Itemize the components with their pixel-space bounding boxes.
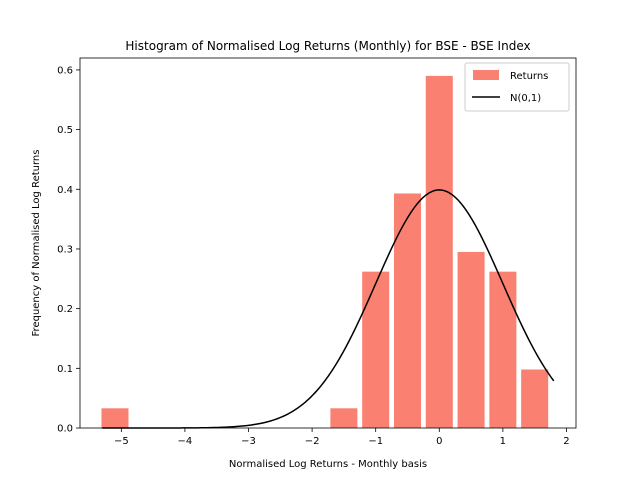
chart-title: Histogram of Normalised Log Returns (Mon… [125,39,530,53]
histogram-bar [330,408,358,428]
legend: Returns N(0,1) [464,62,570,112]
histogram-bar [457,251,485,428]
plot-frame [79,57,577,429]
y-tick-label: 0.1 [57,364,73,375]
x-tick-label: −5 [114,436,129,447]
x-tick-label: −3 [241,436,256,447]
x-tick-label: −1 [368,436,383,447]
histogram-bar [425,75,453,428]
x-tick-label: 2 [563,436,569,447]
x-axis-ticks: −5 −4 −3 −2 −1 0 1 2 [114,428,570,447]
x-axis-label: Normalised Log Returns - Monthly basis [229,459,427,470]
histogram-bar [101,408,129,428]
x-tick-label: 1 [500,436,506,447]
x-tick-label: 0 [436,436,442,447]
y-tick-label: 0.6 [57,65,73,76]
legend-swatch-returns [473,70,499,80]
y-tick-label: 0.4 [57,185,73,196]
histogram-bar [362,271,390,428]
y-tick-label: 0.2 [57,304,73,315]
y-axis-ticks: 0.0 0.1 0.2 0.3 0.4 0.5 0.6 [57,65,80,435]
y-tick-label: 0.5 [57,125,73,136]
histogram-bar [489,271,517,428]
histogram-bar [393,193,421,428]
legend-label-normal: N(0,1) [510,93,541,104]
y-axis-label: Frequency of Normalised Log Returns [31,150,42,337]
histogram-bar [521,369,549,428]
bars-group [101,75,549,428]
x-tick-label: −4 [178,436,193,447]
y-tick-label: 0.0 [57,424,73,435]
x-tick-label: −2 [305,436,320,447]
legend-label-returns: Returns [510,71,548,82]
y-tick-label: 0.3 [57,244,73,255]
